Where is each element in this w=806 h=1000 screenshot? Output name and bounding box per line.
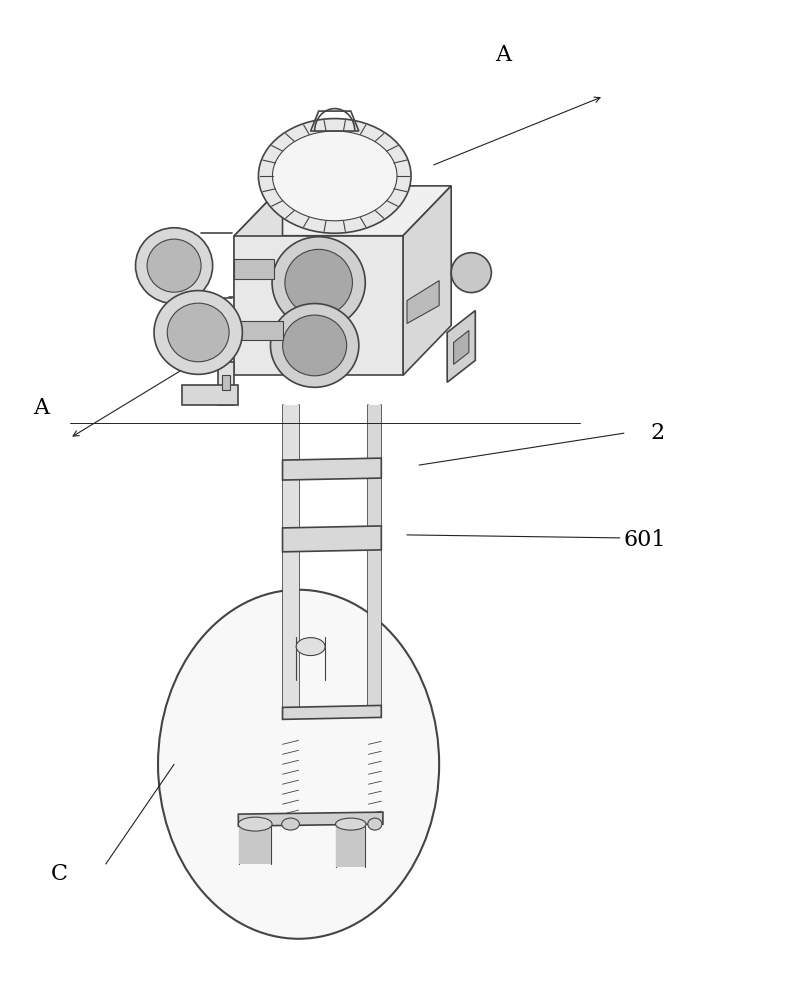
- Polygon shape: [407, 281, 439, 323]
- Ellipse shape: [282, 818, 299, 830]
- Text: 601: 601: [624, 529, 667, 551]
- Ellipse shape: [335, 818, 366, 830]
- Ellipse shape: [239, 817, 272, 831]
- Polygon shape: [235, 236, 403, 375]
- Ellipse shape: [259, 119, 411, 233]
- Circle shape: [158, 590, 439, 939]
- Ellipse shape: [154, 291, 243, 374]
- Ellipse shape: [296, 638, 325, 656]
- Ellipse shape: [147, 239, 201, 292]
- Ellipse shape: [272, 131, 397, 221]
- Polygon shape: [403, 186, 451, 375]
- Ellipse shape: [272, 237, 365, 328]
- Polygon shape: [283, 526, 381, 552]
- Polygon shape: [447, 311, 476, 382]
- Text: C: C: [51, 863, 68, 885]
- Ellipse shape: [168, 303, 229, 362]
- Polygon shape: [283, 705, 381, 719]
- Ellipse shape: [451, 253, 492, 293]
- Polygon shape: [235, 186, 283, 375]
- Polygon shape: [283, 458, 381, 480]
- Polygon shape: [222, 375, 231, 390]
- Text: A: A: [496, 44, 511, 66]
- Ellipse shape: [285, 249, 352, 316]
- Polygon shape: [454, 330, 469, 364]
- Text: 2: 2: [650, 422, 664, 444]
- Polygon shape: [235, 186, 451, 236]
- Ellipse shape: [368, 818, 382, 830]
- Ellipse shape: [271, 304, 359, 387]
- Ellipse shape: [283, 315, 347, 376]
- Polygon shape: [239, 812, 383, 826]
- Polygon shape: [235, 320, 283, 340]
- Polygon shape: [182, 385, 239, 405]
- Text: A: A: [34, 397, 49, 419]
- Polygon shape: [218, 362, 235, 405]
- Polygon shape: [235, 259, 275, 279]
- Ellipse shape: [135, 228, 213, 304]
